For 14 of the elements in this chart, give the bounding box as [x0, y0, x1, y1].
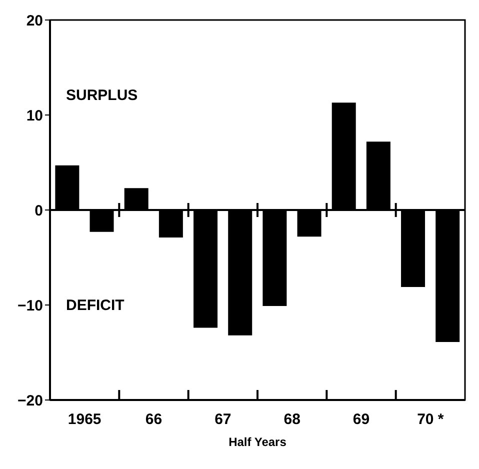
- x-tick-label: 68: [284, 411, 300, 428]
- x-tick-label: 70 *: [417, 411, 444, 428]
- y-tick-label: 10: [26, 107, 43, 124]
- y-tick-label: −20: [18, 392, 43, 410]
- x-tick-label: 67: [214, 411, 232, 428]
- annotation: DEFICIT: [66, 297, 124, 314]
- annotation: SURPLUS: [66, 87, 138, 104]
- y-tick-label: −10: [18, 297, 43, 314]
- x-tick-label: 1965: [68, 411, 102, 428]
- y-tick-label: 20: [26, 12, 43, 30]
- x-tick-label: 69: [352, 411, 370, 428]
- x-axis-title: Half Years: [228, 435, 287, 449]
- x-tick-label: 66: [145, 411, 162, 428]
- y-tick-label: 0: [34, 202, 43, 220]
